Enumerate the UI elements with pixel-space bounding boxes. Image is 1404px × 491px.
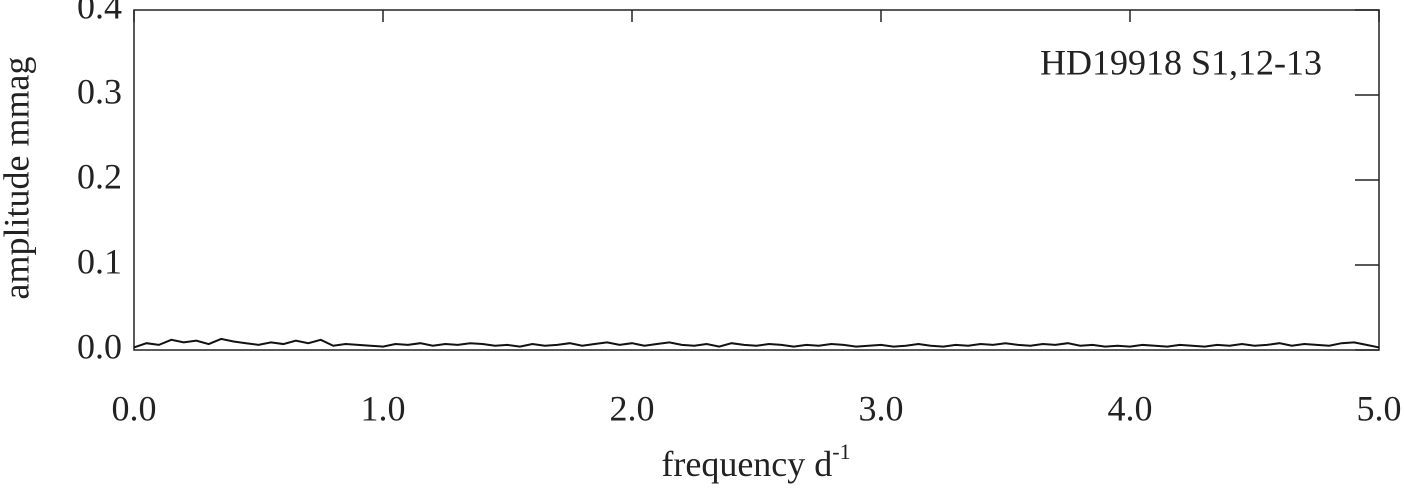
y-axis-label: amplitude mmag [0, 57, 36, 300]
x-tick-label: 3.0 [859, 388, 904, 428]
y-tick-label: 0.2 [77, 156, 122, 196]
y-tick-label: 0.0 [77, 326, 122, 366]
y-tick-label: 0.3 [77, 71, 122, 111]
y-tick-label: 0.4 [77, 0, 122, 26]
x-tick-label: 1.0 [361, 388, 406, 428]
x-tick-label: 0.0 [112, 388, 157, 428]
y-tick-label: 0.1 [77, 241, 122, 281]
spectrum-line [133, 337, 1380, 349]
x-tick-label: 4.0 [1108, 388, 1153, 428]
x-axis-label-main: frequency d [661, 444, 832, 484]
annotation: HD19918 S1,12-13 [1040, 42, 1322, 82]
x-tick-label: 2.0 [610, 388, 655, 428]
x-axis-label: frequency d-1 [661, 439, 850, 484]
x-tick-label: 5.0 [1357, 388, 1402, 428]
x-axis-label-superscript: -1 [832, 439, 850, 464]
